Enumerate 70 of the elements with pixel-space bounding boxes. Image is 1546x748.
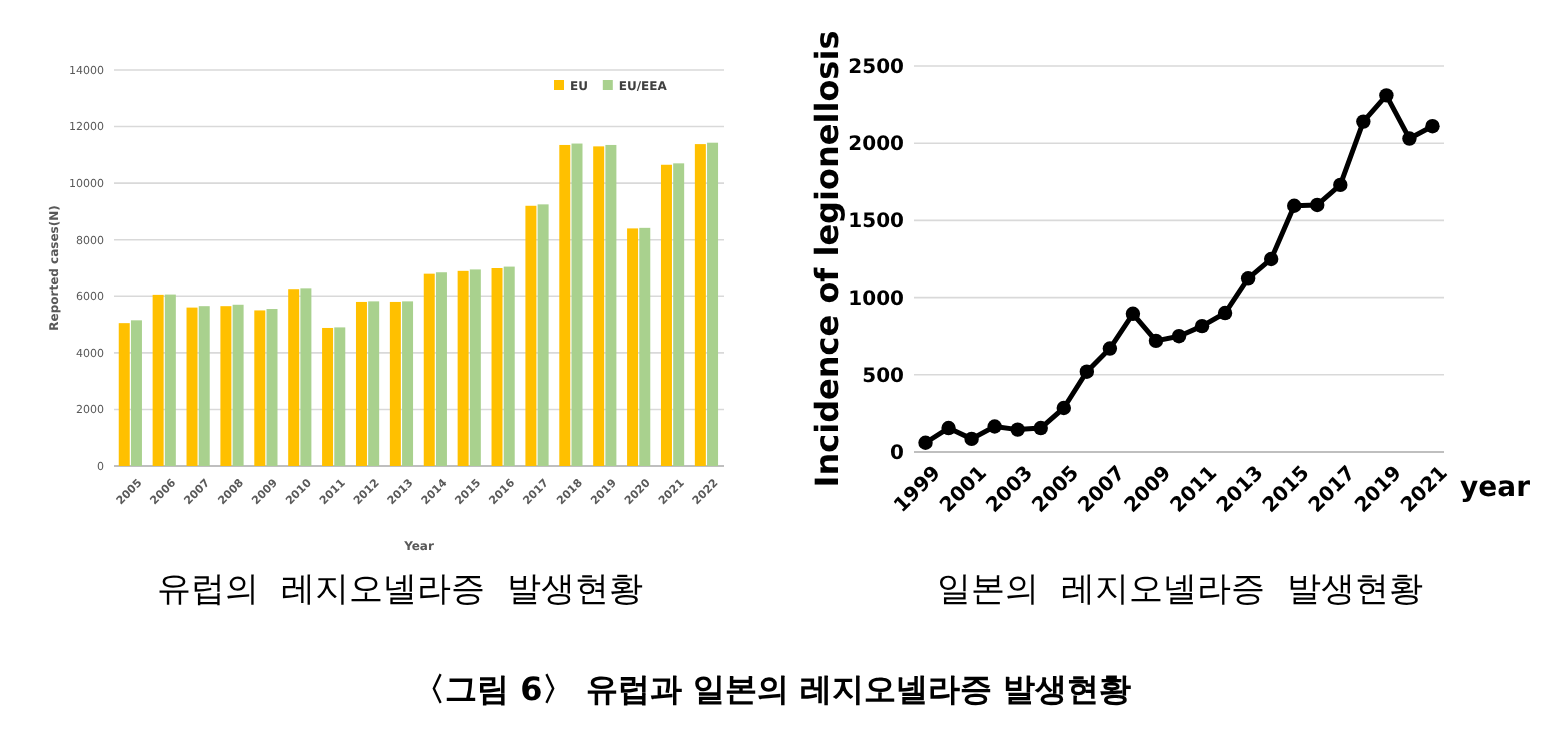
bar xyxy=(571,143,583,466)
bar xyxy=(164,294,176,466)
bar xyxy=(220,306,232,466)
y-axis-title: Incidence of legionellosis xyxy=(808,30,846,488)
bar xyxy=(232,304,244,466)
point xyxy=(1425,119,1440,134)
bar xyxy=(469,269,481,466)
bar xyxy=(525,205,537,466)
bar xyxy=(503,266,515,466)
point xyxy=(1356,114,1371,129)
point xyxy=(1217,305,1233,321)
bar xyxy=(198,306,210,466)
point xyxy=(1402,131,1417,146)
x-axis-title: year xyxy=(1460,472,1531,504)
point xyxy=(941,420,956,436)
point xyxy=(1194,318,1210,334)
point xyxy=(1333,177,1348,193)
bar xyxy=(605,144,617,466)
bar xyxy=(152,294,164,466)
y-tick-label: 1000 xyxy=(848,288,905,311)
point xyxy=(918,435,933,450)
point xyxy=(1125,306,1141,322)
bar xyxy=(660,164,672,466)
point xyxy=(1287,198,1302,213)
bar xyxy=(639,227,651,466)
bar xyxy=(559,144,571,466)
text: 유럽의 레지오넬라증 발생현황 xyxy=(157,570,643,610)
point xyxy=(1148,333,1164,349)
bar xyxy=(537,204,549,466)
bar xyxy=(186,307,198,466)
bar xyxy=(491,268,503,466)
bar xyxy=(322,327,334,466)
point xyxy=(1240,271,1256,286)
point xyxy=(1379,88,1394,103)
y-tick-label: 2000 xyxy=(848,134,905,157)
y-tick-label: 1500 xyxy=(848,211,905,234)
bar xyxy=(266,309,278,466)
text: 일본의 레지오넬라증 발생현황 xyxy=(937,570,1423,610)
bar xyxy=(389,301,401,466)
bar xyxy=(627,228,639,466)
bar xyxy=(355,301,367,466)
bar xyxy=(130,320,142,466)
y-tick-label: 500 xyxy=(862,365,905,388)
text: 〈그림 6〉 유럽과 일본의 레지오넬라증 발생현황 xyxy=(413,670,1131,708)
bar xyxy=(288,289,300,466)
point xyxy=(1079,364,1095,379)
bar xyxy=(334,327,346,466)
point xyxy=(964,431,979,447)
point xyxy=(1102,341,1118,356)
bar xyxy=(673,163,685,466)
bar xyxy=(457,270,469,466)
bar xyxy=(368,301,380,466)
point xyxy=(1310,197,1325,213)
point xyxy=(987,419,1002,434)
bar xyxy=(423,273,435,466)
bar xyxy=(402,301,414,466)
bar xyxy=(254,310,266,466)
bar xyxy=(118,323,130,466)
y-tick-label: 2500 xyxy=(848,57,905,79)
bar xyxy=(694,144,706,466)
point xyxy=(1033,420,1048,436)
point xyxy=(1056,400,1071,416)
bar xyxy=(435,272,447,466)
point xyxy=(1263,251,1279,267)
point xyxy=(1010,422,1025,437)
y-tick-label: 0 xyxy=(890,443,905,465)
bar xyxy=(707,142,719,466)
point xyxy=(1171,329,1187,344)
bar xyxy=(593,146,605,466)
bar xyxy=(300,288,312,466)
